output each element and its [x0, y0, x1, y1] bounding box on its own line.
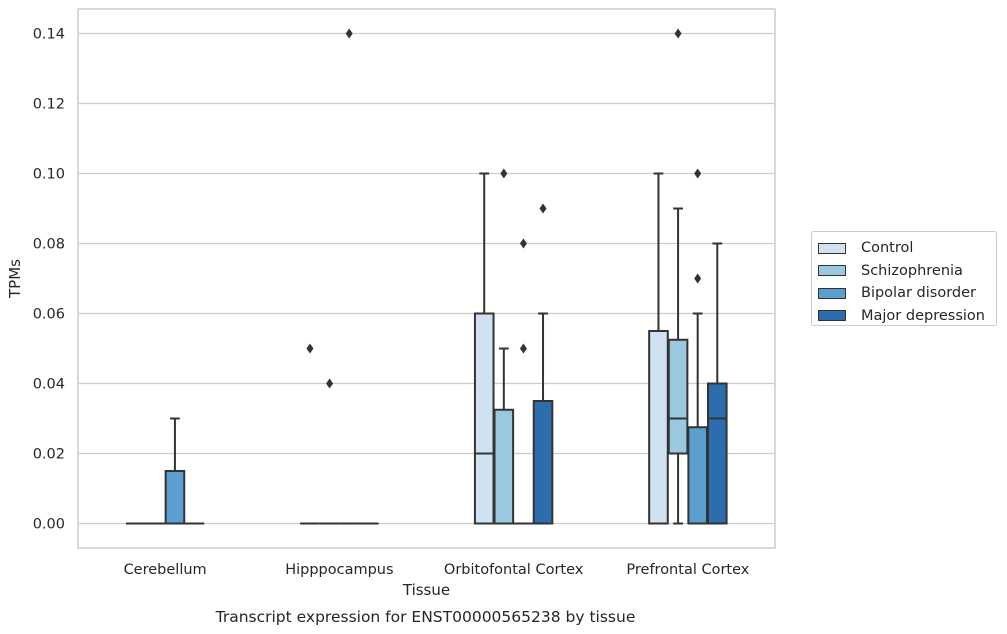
legend-swatch	[818, 265, 846, 277]
outlier-point	[345, 28, 353, 39]
box-schizophrenia	[319, 378, 340, 525]
box-major-depression	[706, 242, 728, 525]
box-control	[648, 172, 669, 525]
y-tick-label: 0.08	[33, 237, 65, 253]
box-bipolar-disorder	[513, 238, 534, 525]
box-body	[648, 330, 669, 525]
box-schizophrenia	[667, 28, 689, 525]
outlier-point	[326, 378, 334, 389]
legend-item: Control	[818, 237, 996, 260]
legend-item: Major depression	[818, 305, 996, 328]
outlier-point	[500, 168, 508, 179]
outlier-point	[306, 343, 314, 354]
outlier-point	[519, 343, 527, 354]
x-tick-label: Cerebellum	[124, 562, 207, 578]
box-body	[164, 470, 186, 525]
legend: Control Schizophrenia Bipolar disorder Majo…	[811, 231, 997, 326]
y-tick-label: 0.12	[33, 97, 65, 113]
x-tick-labels: Cerebellum Hipppocampus Orbitofontal Corte…	[124, 562, 750, 578]
box-body	[532, 400, 554, 525]
box-control	[300, 343, 320, 525]
y-tick-label: 0.02	[33, 447, 65, 463]
plot-frame	[77, 8, 776, 549]
outlier-point	[519, 238, 527, 249]
box-bipolar-disorder	[164, 417, 186, 525]
legend-label: Major depression	[861, 307, 985, 324]
box-series	[125, 28, 728, 525]
outlier-point	[674, 28, 682, 39]
box-body	[473, 312, 495, 525]
legend-label: Bipolar disorder	[861, 285, 976, 302]
legend-item: Bipolar disorder	[818, 282, 996, 305]
box-body	[667, 338, 689, 455]
x-tick-label: Hipppocampus	[285, 562, 393, 578]
legend-label: Control	[861, 240, 914, 257]
chart-caption: Transcript expression for ENST0000056523…	[215, 608, 636, 626]
box-control	[473, 172, 495, 525]
legend-item: Schizophrenia	[818, 260, 996, 283]
box-bipolar-disorder	[339, 28, 359, 525]
x-axis-label: Tissue	[402, 581, 450, 599]
y-axis-label: TPMs	[6, 259, 24, 299]
gridlines	[78, 32, 775, 525]
y-tick-label: 0.06	[33, 307, 65, 323]
y-tick-label: 0.14	[33, 27, 65, 43]
y-tick-labels: 0.00 0.02 0.04 0.06 0.08 0.10 0.12 0.14	[33, 27, 65, 533]
y-tick-label: 0.10	[33, 167, 65, 183]
legend-swatch	[818, 287, 846, 299]
box-schizophrenia	[493, 168, 515, 525]
box-body	[493, 408, 515, 525]
box-major-depression	[532, 203, 554, 525]
legend-label: Schizophrenia	[861, 262, 963, 279]
y-tick-label: 0.00	[33, 517, 65, 533]
outlier-point	[694, 273, 702, 284]
x-tick-label: Prefrontal Cortex	[626, 562, 749, 578]
outlier-point	[539, 203, 547, 214]
outlier-point	[694, 168, 702, 179]
x-tick-label: Orbitofontal Cortex	[444, 562, 584, 578]
box-body	[706, 382, 728, 525]
legend-swatch	[818, 242, 846, 254]
box-bipolar-disorder	[687, 168, 708, 525]
box-body	[687, 426, 708, 525]
legend-swatch	[818, 310, 846, 322]
y-tick-label: 0.04	[33, 377, 65, 393]
